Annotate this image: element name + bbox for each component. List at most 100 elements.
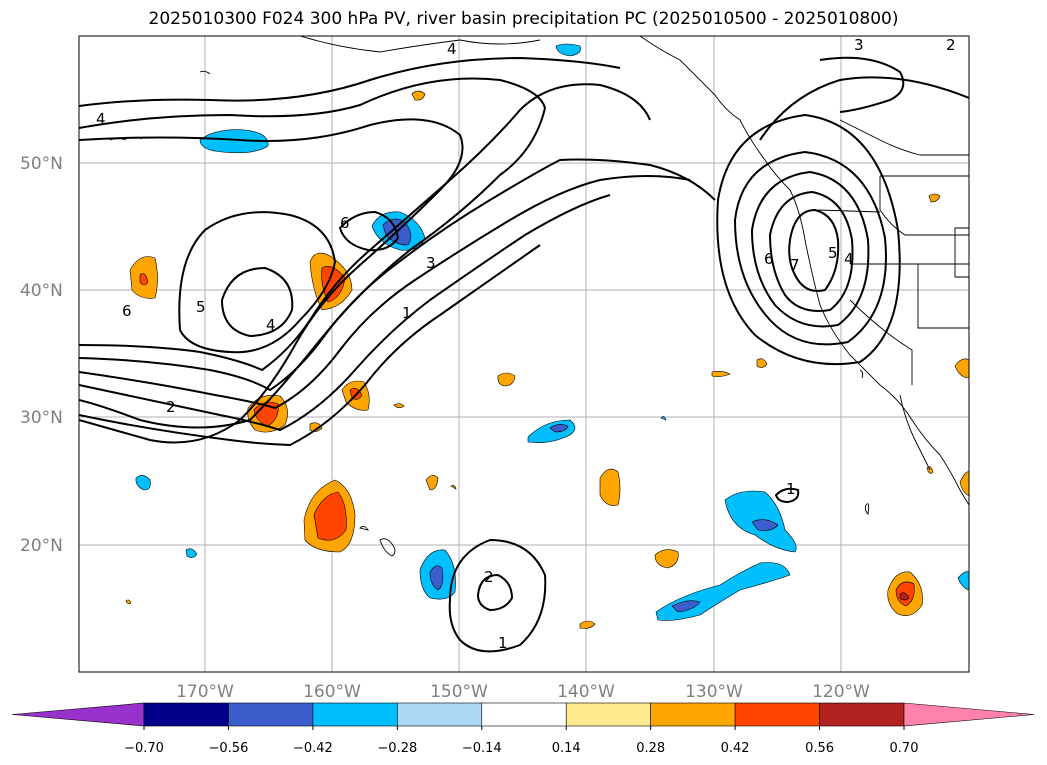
- precip-blob: [957, 571, 969, 591]
- coastline-path: [817, 209, 881, 213]
- lon-tick-label: 120°W: [812, 682, 870, 702]
- pv-contour: [448, 538, 547, 653]
- precip-blob: [751, 519, 779, 531]
- lon-tick-label: 160°W: [303, 682, 361, 702]
- latitude-labels: 50°N 40°N 30°N 20°N: [20, 154, 63, 556]
- pv-contour-label: 2: [484, 568, 494, 586]
- precip-blob: [549, 424, 569, 433]
- coastlines: [109, 36, 969, 557]
- pv-contour-label: 4: [266, 316, 276, 334]
- coastline-path: [839, 119, 969, 156]
- pv-contour: [759, 76, 969, 141]
- precip-blob: [450, 485, 457, 490]
- colorbar-extend-high: [903, 702, 1035, 727]
- precip-blob: [654, 549, 679, 569]
- lat-tick-label: 40°N: [20, 281, 63, 301]
- coastline-path: [899, 394, 931, 471]
- pv-contour-label: 3: [854, 36, 864, 54]
- coastline-path: [879, 176, 969, 236]
- colorbar: −0.70 −0.56 −0.42 −0.28 −0.14 0.14 0.28 0.42 0.5…: [11, 702, 1035, 756]
- colorbar-tick-label: 0.70: [890, 741, 919, 756]
- colorbar-segment: [565, 702, 651, 727]
- map-frame: [78, 35, 970, 673]
- precip-blob: [199, 129, 269, 154]
- precip-blob: [756, 358, 768, 368]
- gridlines: [79, 36, 969, 672]
- precip-blob: [899, 592, 910, 601]
- colorbar-tick-label: 0.42: [721, 741, 750, 756]
- lon-tick-label: 170°W: [176, 682, 234, 702]
- pv-contour: [819, 56, 905, 113]
- colorbar-tick-label: −0.56: [209, 741, 249, 756]
- precip-blob: [711, 371, 731, 377]
- precip-blob: [497, 372, 516, 387]
- lon-tick-label: 130°W: [685, 682, 743, 702]
- pv-contour-label: 7: [790, 256, 800, 274]
- precip-blob: [959, 471, 969, 497]
- pv-contour: [716, 113, 901, 366]
- coastline-path: [299, 36, 541, 53]
- precip-blob: [671, 600, 701, 613]
- colorbar-segment: [481, 702, 567, 727]
- precip-blob: [425, 475, 439, 491]
- pv-contour-label: 6: [764, 250, 774, 268]
- lat-tick-label: 30°N: [20, 408, 63, 428]
- colorbar-tick-label: −0.14: [462, 741, 502, 756]
- pv-contour: [178, 211, 337, 354]
- precip-blob: [599, 468, 621, 506]
- precip-blob: [555, 43, 581, 57]
- precip-blob: [429, 565, 444, 591]
- pv-contour-label: 4: [96, 110, 106, 128]
- pv-contours: [79, 56, 969, 653]
- precip-blob: [139, 273, 149, 286]
- map-title: 2025010300 F024 300 hPa PV, river basin …: [148, 9, 899, 29]
- colorbar-segment: [397, 702, 483, 727]
- coastline-path: [917, 264, 969, 329]
- pv-contour: [79, 175, 691, 410]
- pv-contour-label: 5: [196, 298, 206, 316]
- precip-blob: [579, 620, 596, 629]
- coastline-path: [199, 70, 211, 75]
- lat-tick-label: 50°N: [20, 154, 63, 174]
- pv-contour-label: 1: [786, 480, 796, 498]
- colorbar-segment: [143, 702, 229, 727]
- pv-contour-label: 4: [844, 250, 854, 268]
- colorbar-tick-label: 0.28: [636, 741, 665, 756]
- colorbar-tick-label: −0.42: [293, 741, 333, 756]
- colorbar-segment: [734, 702, 820, 727]
- pv-contour: [788, 208, 840, 292]
- precip-blob: [125, 599, 132, 604]
- pv-contour: [733, 150, 887, 346]
- coastline-path: [639, 36, 969, 506]
- pv-contour: [79, 244, 541, 447]
- pv-contour: [220, 266, 294, 338]
- pv-contour-label: 5: [828, 244, 838, 262]
- colorbar-tick-label: −0.70: [124, 741, 164, 756]
- precip-blob: [954, 358, 969, 379]
- colorbar-segment: [312, 702, 398, 727]
- pv-contour-label: 2: [946, 36, 956, 54]
- pv-contour: [338, 210, 400, 252]
- lat-tick-label: 20°N: [20, 536, 63, 556]
- precip-blob: [313, 491, 347, 541]
- pv-contour: [750, 170, 870, 328]
- pv-contour: [768, 190, 854, 312]
- pv-contour-labels: 4 4 3 2 6 4 5 6 3 1 2 6 7 5 4 2 1 1: [96, 36, 956, 652]
- pv-contour-label: 3: [426, 254, 436, 272]
- pv-contour-label: 4: [447, 40, 457, 58]
- colorbar-extend-low: [11, 702, 145, 727]
- coastline-path: [859, 369, 864, 379]
- precip-blob: [185, 548, 198, 558]
- pv-contour-label: 6: [122, 302, 132, 320]
- colorbar-segment: [819, 702, 905, 727]
- pv-contour: [774, 487, 800, 504]
- precip-blob: [928, 193, 941, 203]
- colorbar-tick-label: 0.56: [805, 741, 834, 756]
- pv-contour-label: 6: [340, 214, 350, 232]
- precip-blob: [135, 475, 151, 491]
- pv-contour: [79, 194, 611, 432]
- lon-tick-label: 150°W: [430, 682, 488, 702]
- pv-contour-label: 1: [498, 634, 508, 652]
- pv-contour: [79, 77, 547, 429]
- pv-contour: [79, 56, 621, 107]
